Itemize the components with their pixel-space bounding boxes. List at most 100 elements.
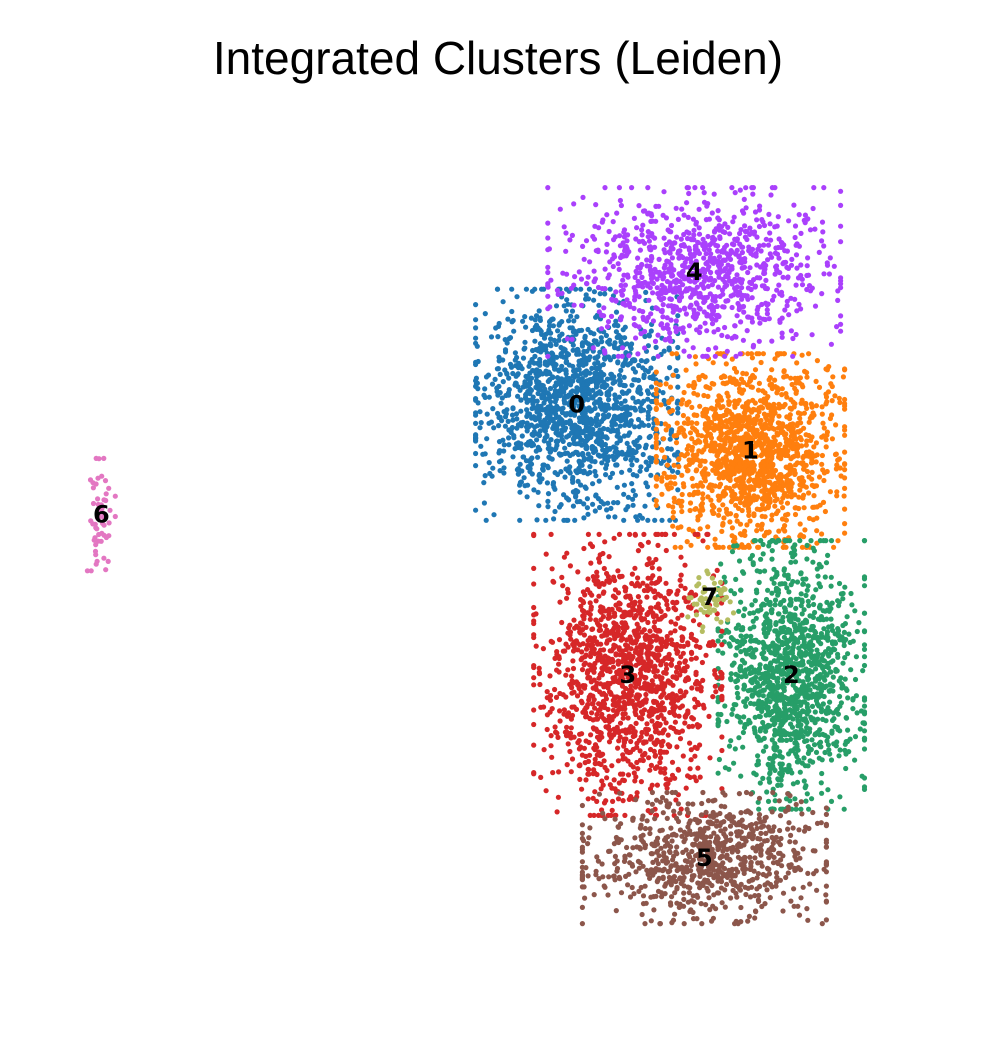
cluster-0-point	[547, 385, 554, 392]
cluster-1-point	[766, 463, 772, 469]
cluster-3-point	[707, 755, 713, 761]
cluster-2-point	[741, 682, 747, 688]
cluster-1-point	[829, 436, 836, 442]
cluster-1-point	[793, 380, 799, 386]
cluster-2-point	[818, 631, 825, 637]
cluster-2-point	[733, 652, 739, 658]
cluster-0-point	[569, 477, 576, 483]
cluster-3-point	[580, 598, 586, 604]
cluster-1-point	[709, 425, 715, 431]
cluster-1-point	[784, 500, 791, 506]
cluster-0-point	[525, 373, 531, 380]
cluster-1-point	[776, 449, 782, 455]
cluster-1-point	[680, 397, 686, 403]
cluster-1-point	[786, 426, 792, 432]
cluster-2-point	[828, 538, 835, 544]
cluster-2-point	[806, 603, 812, 609]
cluster-1-point	[725, 429, 732, 435]
cluster-3-point	[549, 566, 555, 572]
cluster-3-point	[645, 619, 651, 626]
cluster-1-point	[738, 376, 745, 382]
cluster-0-point	[632, 424, 638, 430]
cluster-1-point	[774, 430, 780, 436]
cluster-2-point	[751, 770, 757, 776]
cluster-2-point	[803, 718, 809, 724]
cluster-1-point	[736, 424, 742, 430]
cluster-3-point	[544, 689, 550, 695]
cluster-0-point	[585, 471, 591, 477]
cluster-1-point	[784, 373, 790, 379]
cluster-2-point	[846, 631, 852, 637]
cluster-0-point	[597, 404, 603, 410]
cluster-1-point	[729, 533, 735, 539]
cluster-2-point	[811, 633, 817, 639]
cluster-1-point	[754, 528, 760, 534]
cluster-0-point	[521, 475, 527, 481]
cluster-3-point	[531, 682, 537, 688]
cluster-1-point	[689, 436, 695, 442]
cluster-3-point	[644, 594, 650, 600]
cluster-1-point	[781, 482, 787, 488]
cluster-1-point	[748, 351, 755, 357]
cluster-2-point	[817, 584, 824, 590]
cluster-1-point	[782, 528, 788, 534]
cluster-0-point	[493, 325, 499, 331]
cluster-1-point	[821, 477, 827, 484]
cluster-2-point	[809, 613, 816, 619]
cluster-2-point	[809, 681, 815, 687]
cluster-0-point	[642, 333, 648, 340]
cluster-1-point	[702, 374, 708, 380]
cluster-1-point	[823, 444, 829, 450]
cluster-0-point	[535, 414, 542, 420]
cluster-1-point	[659, 491, 665, 497]
cluster-3-point	[610, 664, 617, 670]
cluster-3-point	[654, 782, 661, 788]
cluster-0-point	[501, 442, 507, 448]
cluster-0-point	[505, 418, 511, 424]
cluster-1-point	[781, 351, 787, 357]
cluster-0-point	[529, 375, 535, 381]
cluster-0-point	[509, 424, 515, 431]
cluster-0-point	[606, 354, 612, 360]
cluster-2-point	[720, 650, 726, 656]
cluster-1-point	[762, 438, 768, 444]
cluster-2-point	[805, 763, 811, 769]
cluster-1-point	[772, 356, 778, 362]
cluster-1-point	[673, 351, 680, 357]
cluster-0-point	[611, 456, 617, 463]
cluster-1-point	[739, 493, 745, 499]
cluster-0-point	[531, 487, 537, 493]
cluster-1-point	[795, 410, 802, 416]
cluster-0-point	[536, 308, 542, 314]
cluster-0-point	[524, 494, 530, 500]
cluster-2-point	[825, 787, 831, 793]
cluster-1-point	[733, 467, 739, 473]
cluster-0-point	[544, 415, 550, 421]
cluster-0-point	[585, 296, 592, 302]
cluster-0-point	[530, 442, 537, 448]
cluster-2-point	[792, 693, 799, 699]
cluster-1-point	[768, 418, 774, 425]
cluster-1-point	[811, 493, 817, 499]
cluster-0-point	[527, 438, 534, 444]
cluster-0-point	[619, 449, 625, 455]
cluster-0-point	[514, 416, 520, 422]
cluster-1-point	[734, 420, 740, 427]
cluster-2-point	[828, 798, 835, 805]
cluster-0-point	[552, 508, 558, 515]
cluster-0-point	[627, 467, 633, 473]
cluster-1-point	[729, 411, 735, 417]
cluster-3-point	[662, 531, 668, 538]
cluster-0-point	[573, 491, 579, 497]
cluster-0-point	[529, 405, 535, 412]
cluster-1-point	[668, 480, 674, 486]
cluster-1-point	[666, 399, 672, 406]
cluster-1-point	[731, 437, 737, 443]
cluster-1-point	[719, 420, 725, 426]
cluster-1-point	[825, 389, 832, 395]
cluster-0-point	[618, 418, 624, 424]
cluster-3-point	[672, 600, 678, 606]
cluster-0-point	[626, 422, 632, 428]
cluster-1-point	[758, 472, 764, 478]
